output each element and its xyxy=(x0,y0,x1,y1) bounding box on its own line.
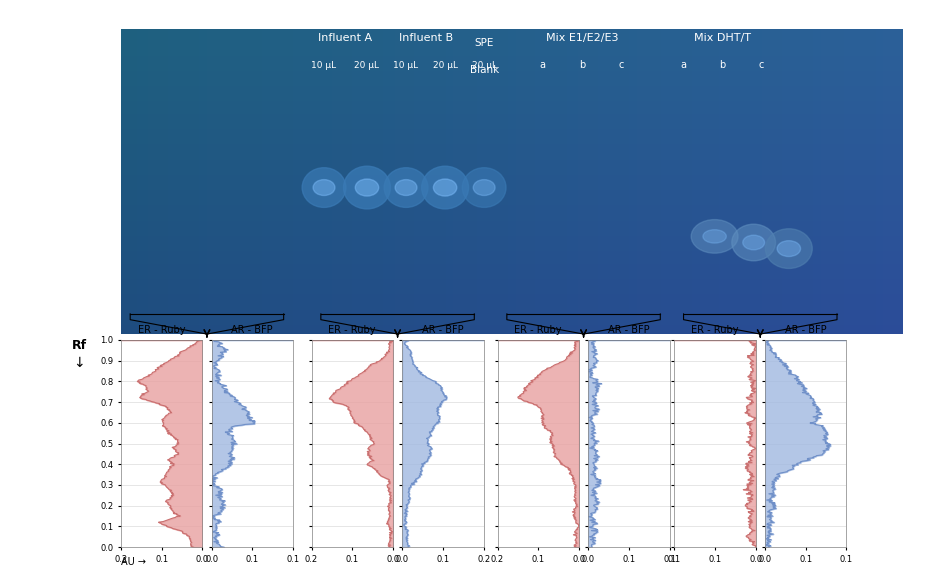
Text: SPE: SPE xyxy=(474,38,494,48)
Text: c: c xyxy=(759,60,764,70)
Text: a: a xyxy=(681,60,686,70)
Text: Mix E1/E2/E3: Mix E1/E2/E3 xyxy=(546,33,618,43)
Text: AR - BFP: AR - BFP xyxy=(785,325,827,335)
Text: ER - Ruby: ER - Ruby xyxy=(328,325,376,335)
Text: AR - BFP: AR - BFP xyxy=(422,325,464,335)
Text: AR - BFP: AR - BFP xyxy=(608,325,650,335)
Text: Rf: Rf xyxy=(72,339,86,352)
Text: b: b xyxy=(719,60,725,70)
Ellipse shape xyxy=(421,166,469,209)
Ellipse shape xyxy=(384,168,428,207)
Text: Influent B: Influent B xyxy=(399,33,453,43)
Ellipse shape xyxy=(355,179,379,196)
Text: c: c xyxy=(618,60,623,70)
Text: 20 μL: 20 μL xyxy=(432,61,458,70)
Text: 10 μL: 10 μL xyxy=(312,61,337,70)
Text: 10 μL: 10 μL xyxy=(393,61,418,70)
Text: ↓: ↓ xyxy=(73,356,85,370)
Ellipse shape xyxy=(395,180,417,195)
Ellipse shape xyxy=(743,235,764,250)
Ellipse shape xyxy=(777,241,801,256)
Text: Blank: Blank xyxy=(470,66,498,75)
Text: a: a xyxy=(539,60,546,70)
Text: Mix DHT/T: Mix DHT/T xyxy=(694,33,751,43)
Text: 20 μL: 20 μL xyxy=(354,61,379,70)
Text: b: b xyxy=(578,60,585,70)
Text: AU →: AU → xyxy=(121,556,146,567)
Ellipse shape xyxy=(433,179,457,196)
Ellipse shape xyxy=(703,230,726,243)
Ellipse shape xyxy=(765,229,812,268)
Text: ER - Ruby: ER - Ruby xyxy=(691,325,738,335)
Text: AR - BFP: AR - BFP xyxy=(232,325,273,335)
Text: Influent A: Influent A xyxy=(318,33,372,43)
Ellipse shape xyxy=(343,166,391,209)
Ellipse shape xyxy=(462,168,506,207)
Ellipse shape xyxy=(313,180,335,195)
Ellipse shape xyxy=(732,224,776,261)
Ellipse shape xyxy=(473,180,495,195)
Ellipse shape xyxy=(691,219,738,253)
Text: ER - Ruby: ER - Ruby xyxy=(138,325,185,335)
Text: 20 μL: 20 μL xyxy=(472,61,497,70)
Ellipse shape xyxy=(302,168,346,207)
Text: ER - Ruby: ER - Ruby xyxy=(514,325,562,335)
